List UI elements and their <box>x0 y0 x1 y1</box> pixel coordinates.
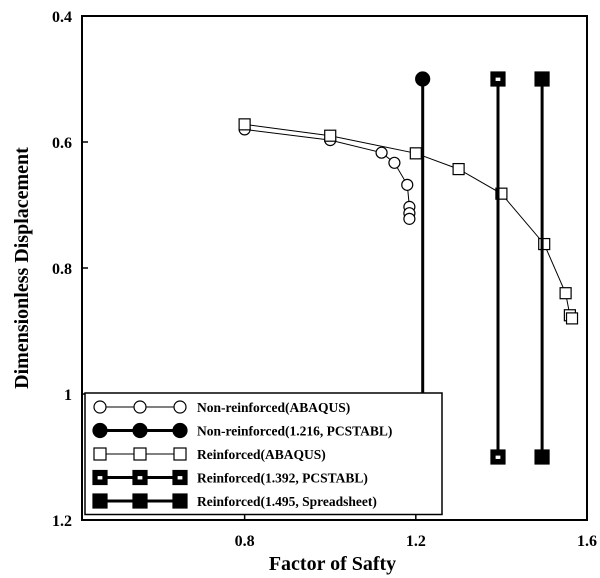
y-tick-label: 0.6 <box>52 135 72 152</box>
data-point-1-0 <box>415 71 431 87</box>
data-point-2-2 <box>409 147 422 160</box>
legend-marker-2-1 <box>133 447 147 461</box>
legend-label-4: Reinforced(1.495, Spreadsheet) <box>197 494 377 509</box>
legend-marker-1-0 <box>92 422 108 439</box>
legend-marker-3-2 <box>172 469 188 486</box>
x-axis-title: Factor of Safty <box>269 553 396 575</box>
x-tick-label: 0.8 <box>235 533 255 550</box>
data-point-3-0 <box>490 71 506 87</box>
x-tick-label: 1.6 <box>577 533 597 550</box>
legend-marker-4-0 <box>92 493 108 509</box>
data-point-2-1 <box>324 129 337 142</box>
data-point-3-1 <box>490 449 506 465</box>
legend-label-1: Non-reinforced(1.216, PCSTABL) <box>197 424 392 439</box>
legend-label-0: Non-reinforced(ABAQUS) <box>197 400 350 415</box>
data-point-0-2 <box>375 146 388 159</box>
data-point-2-6 <box>559 287 572 300</box>
data-point-2-3 <box>452 162 465 176</box>
legend-marker-4-2 <box>172 493 188 509</box>
series-2 <box>238 118 579 325</box>
legend-marker-1-1 <box>132 422 148 439</box>
legend-group: Non-reinforced(ABAQUS) Non-reinforced(1.2… <box>84 392 443 516</box>
data-point-3-0-inner <box>495 77 501 81</box>
legend-marker-3-2-inner <box>177 476 183 480</box>
legend-label-3: Reinforced(1.392, PCSTABL) <box>197 471 368 486</box>
data-point-2-5 <box>538 237 551 251</box>
data-point-2-4 <box>495 187 508 200</box>
series-0 <box>238 123 416 225</box>
legend-marker-3-0-inner <box>97 476 103 480</box>
legend-marker-3-0 <box>92 469 108 486</box>
data-point-2-8 <box>565 312 579 325</box>
y-tick-label: 0.8 <box>52 261 72 278</box>
legend-entry-0: Non-reinforced(ABAQUS) <box>93 400 350 415</box>
y-tick-label: 0.4 <box>52 9 72 26</box>
y-tick-label: 1 <box>64 387 72 404</box>
series-3 <box>490 71 506 465</box>
legend-marker-0-0 <box>93 400 107 414</box>
data-point-0-4 <box>401 178 414 191</box>
legend-entry-4: Reinforced(1.495, Spreadsheet) <box>92 493 377 509</box>
series-group <box>238 71 579 465</box>
legend-label-2: Reinforced(ABAQUS) <box>197 447 326 462</box>
data-point-0-3 <box>388 156 401 169</box>
legend-entry-1: Non-reinforced(1.216, PCSTABL) <box>92 422 392 439</box>
data-point-4-0 <box>534 71 550 87</box>
legend-entry-2: Reinforced(ABAQUS) <box>93 447 326 462</box>
legend-marker-2-2 <box>173 447 187 461</box>
data-point-4-1 <box>534 449 550 465</box>
x-tick-label: 1.2 <box>406 533 426 550</box>
legend-marker-4-1 <box>132 493 148 509</box>
axes-group: 0.8 1.2 1.6 0.4 0.6 0.8 1 1.2 Factor of Safty Dim… <box>11 9 597 575</box>
legend-marker-0-1 <box>133 400 147 414</box>
data-point-2-0 <box>238 118 251 131</box>
data-point-0-7 <box>403 212 416 225</box>
legend-marker-1-2 <box>172 422 188 439</box>
legend-marker-3-1 <box>132 469 148 486</box>
legend-entry-3: Reinforced(1.392, PCSTABL) <box>92 469 368 486</box>
y-axis-title: Dimensionless Displacement <box>11 147 33 389</box>
legend-marker-2-0 <box>93 447 107 461</box>
legend-marker-0-2 <box>173 400 187 414</box>
y-tick-label: 1.2 <box>52 513 72 530</box>
legend-marker-3-1-inner <box>137 476 143 480</box>
series-4 <box>534 71 550 465</box>
data-point-3-1-inner <box>495 455 501 459</box>
